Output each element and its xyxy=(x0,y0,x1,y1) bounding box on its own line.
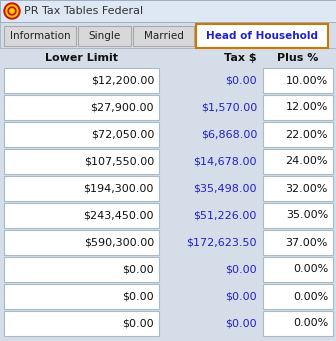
FancyBboxPatch shape xyxy=(4,176,159,201)
Text: $27,900.00: $27,900.00 xyxy=(90,103,154,113)
Text: $0.00: $0.00 xyxy=(122,292,154,301)
Text: Married: Married xyxy=(143,31,183,41)
Text: $107,550.00: $107,550.00 xyxy=(84,157,154,166)
Text: $0.00: $0.00 xyxy=(122,318,154,328)
Text: 24.00%: 24.00% xyxy=(286,157,328,166)
FancyBboxPatch shape xyxy=(133,26,194,46)
Text: 0.00%: 0.00% xyxy=(293,318,328,328)
Text: $0.00: $0.00 xyxy=(122,265,154,275)
Text: Lower Limit: Lower Limit xyxy=(45,53,118,63)
FancyBboxPatch shape xyxy=(4,122,159,147)
FancyBboxPatch shape xyxy=(263,203,333,228)
Text: 32.00%: 32.00% xyxy=(286,183,328,193)
FancyBboxPatch shape xyxy=(263,176,333,201)
Text: 0.00%: 0.00% xyxy=(293,292,328,301)
Text: 12.00%: 12.00% xyxy=(286,103,328,113)
Text: 37.00%: 37.00% xyxy=(286,237,328,248)
Text: 22.00%: 22.00% xyxy=(286,130,328,139)
FancyBboxPatch shape xyxy=(4,311,159,336)
Circle shape xyxy=(10,9,14,13)
Circle shape xyxy=(6,5,18,17)
Circle shape xyxy=(4,3,20,19)
Text: $0.00: $0.00 xyxy=(225,318,257,328)
FancyBboxPatch shape xyxy=(4,95,159,120)
FancyBboxPatch shape xyxy=(263,257,333,282)
Text: $51,226.00: $51,226.00 xyxy=(194,210,257,221)
Text: Plus %: Plus % xyxy=(277,53,319,63)
FancyBboxPatch shape xyxy=(4,68,159,93)
Text: $194,300.00: $194,300.00 xyxy=(84,183,154,193)
FancyBboxPatch shape xyxy=(263,68,333,93)
FancyBboxPatch shape xyxy=(263,149,333,174)
FancyBboxPatch shape xyxy=(0,0,336,22)
Text: $0.00: $0.00 xyxy=(225,265,257,275)
Text: PR Tax Tables Federal: PR Tax Tables Federal xyxy=(24,6,143,16)
Text: Tax $: Tax $ xyxy=(224,53,257,63)
FancyBboxPatch shape xyxy=(4,230,159,255)
FancyBboxPatch shape xyxy=(196,24,328,48)
Text: $172,623.50: $172,623.50 xyxy=(186,237,257,248)
Text: $0.00: $0.00 xyxy=(225,292,257,301)
FancyBboxPatch shape xyxy=(4,203,159,228)
Text: $14,678.00: $14,678.00 xyxy=(194,157,257,166)
Text: 0.00%: 0.00% xyxy=(293,265,328,275)
Text: 10.00%: 10.00% xyxy=(286,75,328,86)
FancyBboxPatch shape xyxy=(4,284,159,309)
Text: $6,868.00: $6,868.00 xyxy=(201,130,257,139)
Text: $1,570.00: $1,570.00 xyxy=(201,103,257,113)
Text: $12,200.00: $12,200.00 xyxy=(91,75,154,86)
FancyBboxPatch shape xyxy=(0,22,336,48)
Text: 35.00%: 35.00% xyxy=(286,210,328,221)
FancyBboxPatch shape xyxy=(4,26,76,46)
FancyBboxPatch shape xyxy=(263,284,333,309)
Text: $590,300.00: $590,300.00 xyxy=(84,237,154,248)
FancyBboxPatch shape xyxy=(4,149,159,174)
Text: Information: Information xyxy=(10,31,70,41)
Text: $72,050.00: $72,050.00 xyxy=(91,130,154,139)
FancyBboxPatch shape xyxy=(263,311,333,336)
FancyBboxPatch shape xyxy=(263,95,333,120)
FancyBboxPatch shape xyxy=(263,122,333,147)
FancyBboxPatch shape xyxy=(78,26,131,46)
Text: $35,498.00: $35,498.00 xyxy=(194,183,257,193)
Text: $243,450.00: $243,450.00 xyxy=(84,210,154,221)
Circle shape xyxy=(8,7,16,15)
Text: $0.00: $0.00 xyxy=(225,75,257,86)
Text: Single: Single xyxy=(88,31,121,41)
FancyBboxPatch shape xyxy=(4,257,159,282)
Text: Head of Household: Head of Household xyxy=(206,31,318,41)
FancyBboxPatch shape xyxy=(263,230,333,255)
